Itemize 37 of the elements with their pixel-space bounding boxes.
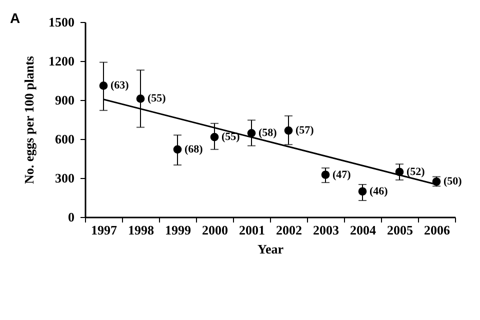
point	[99, 82, 108, 90]
annotation: (55)	[222, 131, 240, 144]
annotation: (58)	[258, 127, 278, 140]
x-tick-label: 2004	[350, 222, 376, 238]
x-tick-label: 1999	[165, 222, 192, 238]
annotation: (63)	[110, 80, 130, 92]
point	[321, 170, 330, 179]
x-tick-label: 2006	[424, 222, 450, 238]
y-tick-label: 1200	[48, 54, 74, 68]
y-tick-label: 0	[68, 210, 74, 224]
point	[247, 128, 256, 138]
annotation: (46)	[370, 185, 388, 198]
y-axis-title: No. eggs per 100 plants	[22, 56, 36, 184]
point	[173, 145, 182, 154]
y-tick-label: 1500	[48, 14, 74, 30]
point	[358, 187, 367, 196]
x-axis-title: Year	[258, 242, 284, 256]
x-tick-label: 2001	[239, 222, 265, 238]
x-tick-label: 1998	[128, 222, 154, 238]
point	[136, 94, 145, 103]
annotation: (57)	[296, 124, 314, 137]
point	[210, 132, 219, 142]
x-tick-label: 2002	[276, 222, 302, 238]
x-tick-label: 2000	[202, 222, 228, 238]
x-tick-label: 2005	[387, 222, 414, 238]
chart-title: A	[10, 10, 20, 26]
annotation: (47)	[332, 168, 352, 181]
annotation: (55)	[148, 92, 166, 105]
point	[284, 126, 293, 135]
y-tick-label: 300	[55, 170, 74, 186]
annotation: (52)	[406, 166, 426, 178]
y-tick-label: 900	[55, 92, 74, 108]
annotation: (68)	[184, 143, 204, 156]
y-tick-label: 600	[55, 132, 74, 146]
x-tick-label: 2003	[313, 222, 340, 238]
annotation: (50)	[444, 176, 462, 188]
x-tick-label: 1997	[91, 222, 118, 238]
